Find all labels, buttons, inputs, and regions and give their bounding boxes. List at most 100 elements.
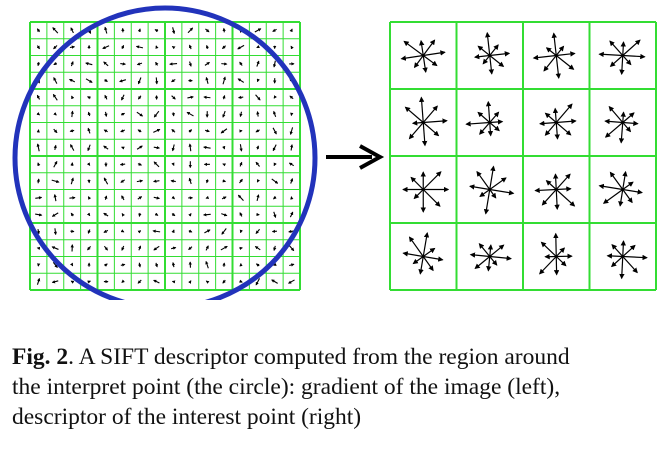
histogram-bin-arrow: [408, 122, 424, 140]
gradient-arrow: [171, 144, 175, 152]
gradient-arrow: [222, 76, 226, 85]
gradient-arrow: [239, 178, 243, 184]
gradient-arrow: [70, 110, 74, 118]
histogram-bin-arrow: [412, 256, 424, 265]
histogram-bin-arrow: [489, 189, 497, 199]
gradient-arrow: [188, 44, 193, 50]
gradient-arrow: [87, 144, 91, 152]
gradient-arrow: [273, 110, 277, 118]
gradient-arrow: [155, 45, 159, 49]
histogram-bin-arrow: [422, 171, 442, 190]
gradient-arrow: [138, 245, 142, 251]
histogram-bin-arrow: [423, 118, 448, 124]
histogram-bin-arrow: [541, 189, 557, 206]
gradient-arrow: [239, 229, 243, 234]
gradient-arrow: [153, 146, 160, 150]
gradient-arrow: [272, 28, 277, 32]
histogram-bin-arrow: [619, 256, 625, 280]
histogram-bin-arrow: [619, 55, 625, 76]
gradient-arrow: [153, 128, 161, 133]
gradient-arrow: [256, 44, 260, 49]
gradient-arrow: [239, 161, 243, 167]
gradient-arrow: [205, 245, 209, 251]
gradient-arrow: [53, 160, 58, 168]
gradient-arrow: [137, 230, 142, 234]
histogram-bin-arrow: [555, 189, 576, 207]
orientation-histogram: [606, 240, 648, 280]
gradient-arrow: [290, 45, 294, 50]
histogram-bin-arrow: [622, 189, 633, 204]
histogram-bin-arrow: [555, 45, 565, 56]
gradient-arrow: [137, 162, 143, 166]
orientation-histogram: [402, 171, 450, 213]
histogram-bin-arrow: [422, 105, 438, 123]
gradient-arrow: [120, 179, 126, 183]
gradient-arrow: [36, 277, 41, 285]
histogram-bin-arrow: [622, 170, 628, 190]
gradient-arrow: [205, 28, 210, 33]
gradient-grid-lines: [29, 21, 301, 291]
histogram-bin-arrow: [469, 184, 490, 191]
histogram-bin-arrow: [555, 55, 575, 70]
gradient-arrow: [137, 129, 142, 133]
gradient-arrow: [222, 179, 227, 183]
gradient-arrow: [205, 179, 210, 184]
histogram-bin-arrow: [622, 256, 638, 274]
histogram-bin-arrow: [487, 122, 494, 137]
histogram-bin-arrow: [489, 188, 515, 196]
gradient-arrow: [68, 78, 76, 83]
histogram-bin-arrow: [539, 120, 557, 127]
gradient-arrow: [137, 77, 142, 85]
orientation-histogram: [404, 96, 448, 147]
gradient-arrow: [171, 95, 176, 100]
gradient-arrow: [53, 144, 57, 150]
gradient-arrow: [53, 228, 58, 236]
histogram-bin-arrow: [620, 41, 626, 56]
gradient-arrow: [239, 144, 243, 152]
gradient-arrow: [273, 195, 277, 200]
gradient-arrow: [273, 262, 277, 266]
gradient-arrow: [237, 95, 244, 99]
gradient-arrow: [188, 61, 192, 67]
gradient-arrow: [171, 261, 176, 268]
histogram-bin-arrow: [618, 189, 624, 207]
gradient-arrow: [87, 280, 92, 284]
histogram-bin-arrow: [465, 121, 490, 127]
histogram-bin-arrow: [544, 122, 557, 136]
histogram-bin-arrow: [620, 240, 626, 257]
gradient-arrow: [36, 178, 40, 184]
gradient-arrow: [87, 246, 91, 251]
orientation-histogram: [539, 103, 577, 140]
histogram-bin-arrow: [609, 55, 624, 68]
histogram-bin-arrow: [422, 189, 441, 207]
gradient-arrow: [254, 246, 261, 251]
gradient-arrow: [87, 127, 91, 134]
histogram-bin-arrow: [404, 106, 424, 123]
descriptor-panel: [389, 21, 657, 291]
gradient-arrow: [87, 229, 91, 234]
gradient-arrow: [188, 280, 192, 284]
histogram-bin-arrow: [554, 122, 560, 140]
histogram-bin-arrow: [534, 187, 557, 194]
histogram-bin-arrow: [408, 236, 424, 257]
gradient-arrow: [169, 62, 178, 66]
gradient-arrow: [271, 178, 279, 184]
gradient-arrow: [53, 193, 57, 202]
gradient-arrow: [120, 62, 126, 66]
gradient-arrow: [152, 229, 161, 233]
gradient-arrow: [119, 79, 127, 83]
gradient-arrow: [35, 196, 43, 200]
histogram-bin-arrow: [609, 171, 624, 190]
histogram-bin-arrow: [489, 165, 496, 190]
gradient-arrow: [86, 212, 91, 217]
histogram-bin-arrow: [402, 251, 424, 258]
gradient-arrow: [289, 144, 294, 151]
gradient-arrow: [153, 110, 160, 118]
gradient-arrow: [205, 195, 210, 199]
gradient-arrow: [70, 144, 75, 151]
gradient-arrow: [171, 162, 175, 167]
gradient-arrow: [137, 262, 142, 268]
gradient-arrow: [36, 112, 41, 116]
gradient-arrow: [136, 111, 144, 117]
histogram-bin-arrow: [544, 112, 557, 123]
